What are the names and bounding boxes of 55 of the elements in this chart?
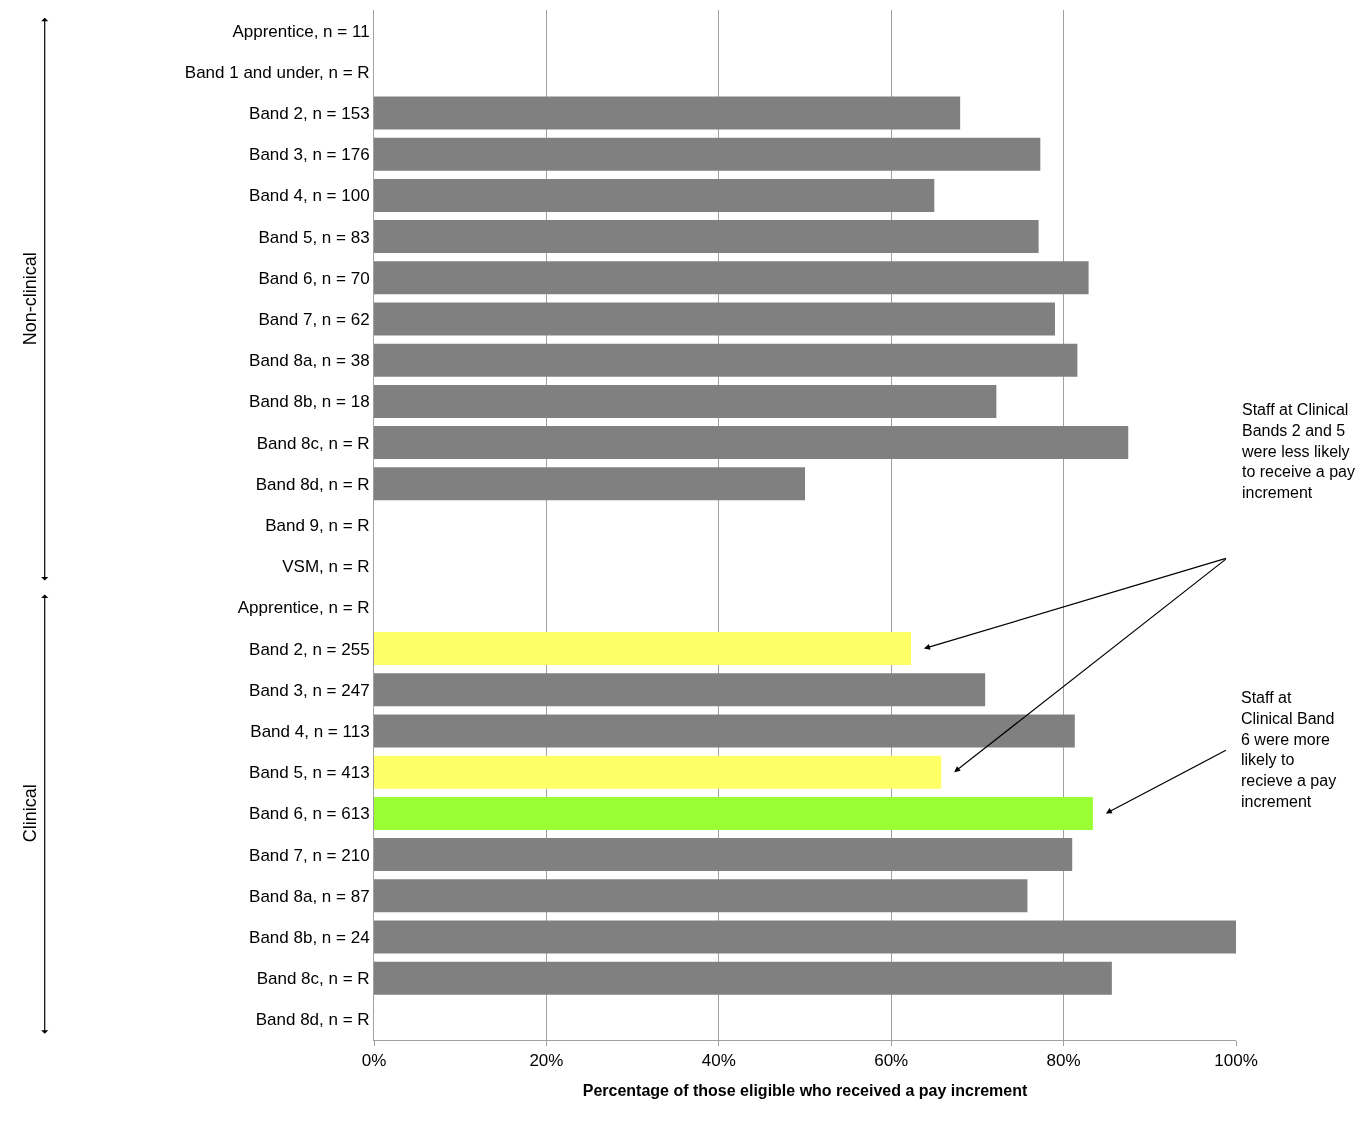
y-tick-label: VSM, n = R xyxy=(282,557,370,577)
bar xyxy=(374,838,1073,872)
y-tick-label: Band 4, n = 100 xyxy=(249,186,370,206)
bar xyxy=(374,920,1236,954)
y-tick-label: Band 8a, n = 87 xyxy=(249,886,370,906)
y-tick-label: Apprentice, n = 11 xyxy=(232,21,370,41)
y-tick-label: Band 3, n = 176 xyxy=(249,145,370,165)
y-tick-label: Apprentice, n = R xyxy=(237,598,370,618)
y-tick-label: Band 3, n = 247 xyxy=(249,680,370,700)
y-tick-label: Band 8c, n = R xyxy=(256,969,370,989)
y-tick-label: Band 8c, n = R xyxy=(256,433,370,453)
y-tick-label: Band 8b, n = 18 xyxy=(249,392,370,412)
text: Clinical xyxy=(20,784,41,843)
bar xyxy=(374,961,1112,995)
bar xyxy=(374,343,1078,377)
y-tick-label: Band 5, n = 413 xyxy=(249,763,370,783)
y-tick-label: Band 8b, n = 24 xyxy=(249,927,370,947)
y-tick-label: Band 8d, n = R xyxy=(255,474,370,494)
y-tick-label: Band 1 and under, n = R xyxy=(184,62,370,82)
bar xyxy=(374,426,1129,460)
y-tick-label: Band 4, n = 113 xyxy=(250,721,370,741)
bar xyxy=(374,261,1089,295)
bar xyxy=(374,755,942,789)
bar xyxy=(374,220,1039,254)
x-tick-label: 40% xyxy=(701,1051,736,1071)
bar xyxy=(374,178,935,212)
x-axis-title: Percentage of those eligible who received a pay increment xyxy=(582,1082,1028,1100)
x-tick-label: 20% xyxy=(529,1051,564,1071)
bar xyxy=(374,879,1028,913)
y-tick-label: Band 6, n = 613 xyxy=(249,804,370,824)
bar xyxy=(374,96,961,130)
x-tick-label: 60% xyxy=(874,1051,909,1071)
bar xyxy=(374,467,805,501)
x-tick-label: 0% xyxy=(361,1051,387,1071)
bar xyxy=(374,302,1055,336)
text: Staff at Clinical Band 6 were more likely to recieve a pay increment xyxy=(1241,689,1337,810)
bar xyxy=(374,384,997,418)
bar xyxy=(374,632,912,666)
y-tick-label: Band 6, n = 70 xyxy=(258,268,370,288)
y-tick-label: Band 2, n = 255 xyxy=(249,639,370,659)
text: Non-clinical xyxy=(20,252,41,346)
text: Staff at Clinical Bands 2 and 5 were less likely to receive a pay increment xyxy=(1241,401,1355,502)
y-tick-label: Band 2, n = 153 xyxy=(249,103,370,123)
bar xyxy=(374,796,1093,830)
y-tick-label: Band 7, n = 210 xyxy=(249,845,370,865)
x-tick-label: 80% xyxy=(1046,1051,1081,1071)
y-tick-label: Band 8d, n = R xyxy=(255,1010,370,1030)
y-tick-label: Band 7, n = 62 xyxy=(258,309,370,329)
bar xyxy=(374,673,986,707)
x-tick-label: 100% xyxy=(1214,1051,1258,1071)
bar xyxy=(374,137,1041,171)
bar xyxy=(374,714,1075,748)
y-tick-label: Band 5, n = 83 xyxy=(258,227,370,247)
y-tick-label: Band 9, n = R xyxy=(265,515,370,535)
y-tick-label: Band 8a, n = 38 xyxy=(249,351,370,371)
